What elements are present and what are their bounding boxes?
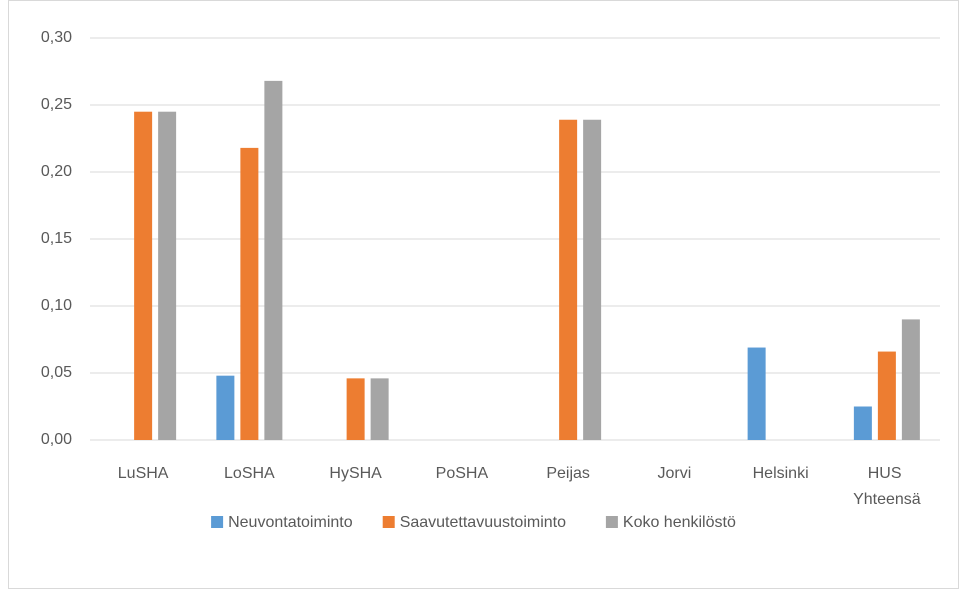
x-tick-label: PoSHA [436,465,489,482]
legend-swatch [382,516,395,528]
bar [747,347,766,440]
x-tick-label: HUS Yhteensä [853,465,921,508]
y-tick-label: 0,05 [41,364,72,381]
x-tick-label: HySHA [329,465,382,482]
x-tick-label: Peijas [546,465,590,482]
legend-label: Neuvontatoiminto [228,514,353,531]
bar [240,147,259,440]
legend-label: Koko henkilöstö [623,514,736,531]
bar [877,351,896,440]
bar [216,375,235,440]
legend-label: Saavutettavuustoiminto [400,514,566,531]
bar [901,319,920,440]
legend-swatch [211,516,224,528]
x-tick-label: LuSHA [118,465,169,482]
bar [264,80,283,440]
y-tick-label: 0,30 [41,29,72,46]
legend-swatch [605,516,618,528]
x-tick-label: Helsinki [753,465,809,482]
bar [583,119,602,441]
x-tick-label: Jorvi [657,465,691,482]
y-tick-label: 0,25 [41,96,72,113]
y-tick-label: 0,15 [41,230,72,247]
bar [370,378,389,440]
bar [158,111,177,440]
bar [346,378,365,440]
y-tick-label: 0,20 [41,163,72,180]
bar [853,406,872,440]
bar [559,119,578,441]
x-tick-label: LoSHA [224,465,275,482]
y-tick-label: 0,10 [41,297,72,314]
bar [134,111,153,440]
y-tick-label: 0,00 [41,431,72,448]
